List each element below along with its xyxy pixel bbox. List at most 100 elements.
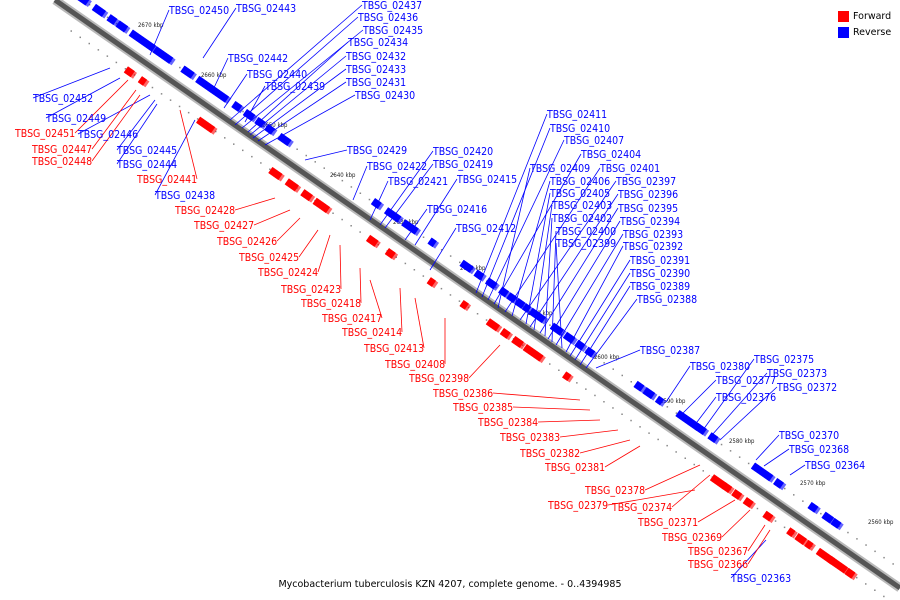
forward-gene-connector [74, 79, 129, 134]
reverse-gene-cap [571, 337, 578, 346]
forward-gene-label: TBSG_02398 [408, 373, 469, 385]
tick-label: 2560 kbp [868, 519, 894, 526]
forward-gene-label: TBSG_02382 [519, 448, 580, 460]
reverse-gene-connector [497, 167, 531, 309]
scale-dot [675, 412, 678, 414]
scale-dot [639, 426, 641, 428]
scale-dot [88, 4, 91, 6]
scale-dot [242, 110, 244, 113]
scale-dot [187, 111, 190, 114]
reverse-gene-connector [551, 230, 557, 343]
reverse-gene-label: TBSG_02400 [555, 226, 616, 238]
reverse-gene-label: TBSG_02419 [432, 159, 493, 171]
scale-dot [874, 550, 876, 553]
scale-dot [341, 218, 343, 221]
forward-gene [195, 116, 216, 134]
forward-gene-label: TBSG_02367 [687, 546, 748, 558]
forward-gene-label: TBSG_02428 [174, 205, 235, 217]
reverse-gene-label: TBSG_02412 [455, 223, 516, 235]
reverse-gene-cap [190, 72, 197, 81]
reverse-gene-connector [234, 16, 359, 126]
scale-dot [585, 388, 587, 390]
scale-dot [70, 30, 72, 32]
reverse-gene-connector [679, 379, 717, 417]
scale-dot [215, 130, 217, 133]
scale-dot [847, 531, 849, 534]
scale-dot [350, 186, 353, 188]
reverse-gene-label: TBSG_02445 [116, 145, 177, 157]
forward-gene-connector [234, 197, 276, 211]
forward-gene-cap [851, 572, 858, 581]
scale-dot [666, 444, 668, 447]
forward-gene-cap [738, 493, 745, 502]
reverse-gene-label: TBSG_02388 [636, 294, 697, 306]
reverse-gene-cap [397, 216, 404, 225]
forward-gene-connector [414, 297, 425, 349]
reverse-gene-cap [581, 344, 588, 352]
forward-gene-cap [769, 515, 776, 524]
forward-gene-label: TBSG_02414 [341, 327, 402, 339]
reverse-gene-label: TBSG_02402 [551, 213, 612, 225]
forward-gene-label: TBSG_02417 [321, 313, 382, 325]
forward-gene-label: TBSG_02379 [547, 500, 608, 512]
forward-gene-connector [671, 474, 711, 508]
scale-dot [260, 162, 262, 164]
reverse-gene-cap [814, 506, 821, 515]
reverse-gene-connector [116, 103, 158, 165]
forward-gene-label: TBSG_02369 [661, 532, 722, 544]
forward-gene-connector [604, 445, 641, 468]
legend-forward-label: Forward [853, 10, 892, 22]
scale-dot [883, 556, 885, 559]
scale-dot [702, 470, 704, 472]
reverse-gene-cap [480, 274, 487, 282]
reverse-gene-label: TBSG_02429 [346, 145, 407, 157]
reverse-gene-connector [555, 233, 624, 346]
scale-dot [449, 294, 452, 296]
reverse-gene-cap [238, 105, 245, 114]
reverse-gene-cap [541, 317, 549, 325]
legend-item-forward: Forward [838, 8, 891, 24]
forward-gene-connector [559, 429, 619, 438]
scale-dot [332, 173, 334, 176]
reverse-gene-cap [714, 437, 721, 445]
reverse-gene-label: TBSG_02443 [235, 3, 296, 15]
reverse-gene-connector [487, 139, 565, 301]
reverse-gene-label: TBSG_02432 [345, 51, 406, 63]
scale-dot [594, 394, 596, 397]
reverse-gene-connector [481, 127, 551, 298]
reverse-gene-label: TBSG_02438 [154, 190, 215, 202]
reverse-gene-label: TBSG_02444 [116, 159, 177, 171]
reverse-gene-connector [789, 464, 806, 476]
reverse-gene-cap [651, 393, 658, 401]
reverse-gene-cap [270, 128, 278, 137]
scale-dot [783, 526, 786, 529]
reverse-gene-label: TBSG_02433 [345, 64, 406, 76]
scale-dot [892, 563, 894, 565]
reverse-gene-cap [251, 115, 258, 123]
scale-dot [115, 61, 118, 64]
scale-dot [359, 192, 362, 194]
scale-dot [774, 520, 777, 522]
reverse-gene-cap [660, 399, 667, 407]
scale-dot [251, 155, 253, 158]
forward-gene-connector [91, 89, 137, 150]
scale-dot [883, 595, 885, 598]
forward-gene-cap [278, 174, 285, 182]
reverse-gene-connector [211, 57, 229, 93]
reverse-gene-label: TBSG_02452 [32, 93, 93, 105]
forward-gene-label: TBSG_02378 [584, 485, 645, 497]
reverse-gene-connector [719, 386, 778, 441]
forward-gene-cap [142, 79, 150, 88]
scale-dot [476, 313, 479, 315]
reverse-gene-label: TBSG_02406 [549, 176, 610, 188]
forward-gene-label: TBSG_02448 [31, 156, 92, 168]
tick-label: 2600 kbp [594, 354, 620, 361]
scale-dot [368, 198, 371, 201]
scale-dot [549, 363, 551, 365]
reverse-gene-label: TBSG_02391 [629, 255, 690, 267]
reverse-gene-label: TBSG_02440 [246, 69, 307, 81]
forward-gene-cap [308, 195, 316, 203]
reverse-gene-cap [224, 96, 232, 105]
forward-swatch [838, 10, 849, 22]
reverse-gene-connector [711, 372, 768, 436]
